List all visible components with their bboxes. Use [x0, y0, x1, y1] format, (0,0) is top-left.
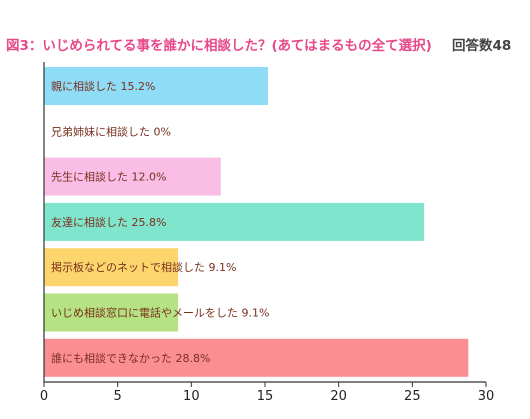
bar-label-6: いじめ相談窓口に電話やメールをした 9.1% [51, 306, 269, 320]
bar-label-7: 誰にも相談できなかった 28.8% [51, 351, 210, 365]
bar-6 [44, 293, 179, 332]
bar-7 [44, 338, 469, 377]
bar-label-5: 掲示板などのネットで相談した 9.1% [51, 260, 236, 274]
bars-group: 親に相談した 15.2% 兄弟姉妹に相談した 0% 先生に相談した 12.0% 友達に… [44, 67, 469, 377]
bar-4 [44, 202, 425, 241]
x-tick-label-30: 30 [478, 389, 495, 404]
x-tick-label-15: 15 [257, 389, 274, 404]
x-axis: 0 5 10 15 20 25 30 [40, 62, 494, 404]
chart-title: 図3：いじめられてる事を誰かに相談した？(あてはまるもの全て選択) [6, 37, 432, 54]
x-tick-label-20: 20 [330, 389, 347, 404]
bar-3 [44, 157, 221, 196]
x-tick-label-5: 5 [114, 389, 122, 404]
x-tick-label-10: 10 [183, 389, 200, 404]
bar-1 [44, 67, 268, 105]
bar-label-1: 親に相談した 15.2% [51, 79, 155, 93]
x-tick-label-0: 0 [40, 389, 48, 404]
bar-label-2: 兄弟姉妹に相談した 0% [51, 124, 171, 138]
bar-label-3: 先生に相談した 12.0% [51, 170, 166, 184]
bar-label-4: 友達に相談した 25.8% [51, 215, 166, 229]
x-tick-label-25: 25 [404, 389, 421, 404]
respondent-count: 回答数48 [452, 37, 511, 54]
bar-5 [44, 248, 179, 287]
